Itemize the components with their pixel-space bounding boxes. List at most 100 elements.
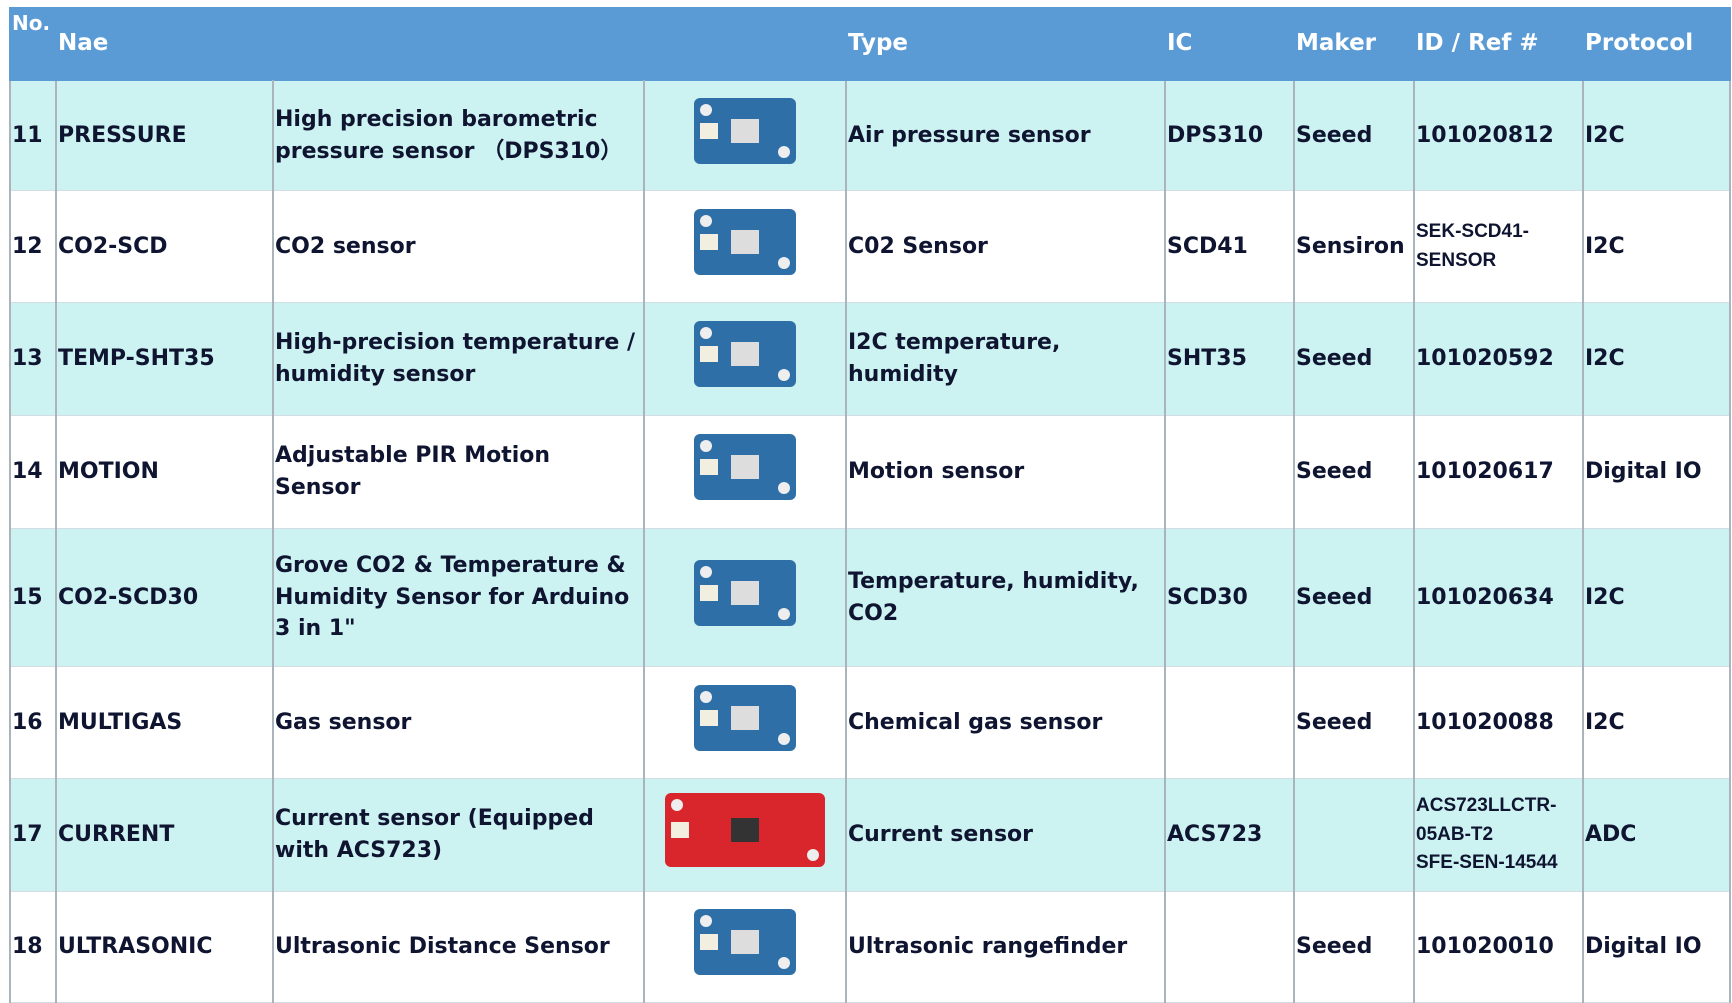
- cell-type: I2C temperature, humidity: [846, 303, 1165, 416]
- cell-protocol: I2C: [1583, 529, 1730, 667]
- cell-type: Motion sensor: [846, 416, 1165, 529]
- cell-protocol: I2C: [1583, 667, 1730, 779]
- cell-description: High-precision temperature / humidity se…: [273, 303, 644, 416]
- cell-description: Current sensor (Equipped with ACS723): [273, 779, 644, 892]
- cell-name: TEMP-SHT35: [56, 303, 273, 416]
- cell-no: 17: [10, 779, 56, 892]
- id-text: ACS723LLCTR-05AB-T2: [1416, 792, 1581, 849]
- id-text: 101020010: [1416, 931, 1581, 963]
- header-cell: Protocol: [1583, 7, 1730, 81]
- page: No. Nae Type IC Maker ID / Ref # Protoco…: [0, 0, 1732, 993]
- cell-image: [644, 892, 846, 1003]
- header-cell: Maker: [1294, 7, 1414, 81]
- cell-description: Grove CO2 & Temperature & Humidity Senso…: [273, 529, 644, 667]
- header-cell: ID / Ref #: [1414, 7, 1583, 81]
- id-text: 101020812: [1416, 120, 1581, 152]
- cell-ic: [1165, 416, 1294, 529]
- id-text: SEK-SCD41-SENSOR: [1416, 218, 1581, 275]
- cell-no: 18: [10, 892, 56, 1003]
- sensor-image: [690, 428, 800, 506]
- cell-ic: SHT35: [1165, 303, 1294, 416]
- cell-ic: SCD41: [1165, 191, 1294, 303]
- cell-image: [644, 529, 846, 667]
- cell-ic: [1165, 892, 1294, 1003]
- cell-maker: Seeed: [1294, 667, 1414, 779]
- cell-name: ULTRASONIC: [56, 892, 273, 1003]
- id-text: 101020592: [1416, 343, 1581, 375]
- cell-type: Air pressure sensor: [846, 81, 1165, 191]
- cell-id: 101020634: [1414, 529, 1583, 667]
- cell-id: 101020812: [1414, 81, 1583, 191]
- sensor-image: [690, 554, 800, 632]
- cell-image: [644, 81, 846, 191]
- cell-name: CURRENT: [56, 779, 273, 892]
- cell-name: PRESSURE: [56, 81, 273, 191]
- id-text: 101020617: [1416, 456, 1581, 488]
- cell-protocol: I2C: [1583, 303, 1730, 416]
- cell-no: 12: [10, 191, 56, 303]
- header-cell: Type: [846, 7, 1165, 81]
- sensor-table: No. Nae Type IC Maker ID / Ref # Protoco…: [9, 7, 1731, 1003]
- cell-id: SEK-SCD41-SENSOR: [1414, 191, 1583, 303]
- id-text: 101020088: [1416, 707, 1581, 739]
- cell-image: [644, 191, 846, 303]
- sensor-image: [690, 903, 800, 981]
- cell-no: 11: [10, 81, 56, 191]
- cell-protocol: I2C: [1583, 191, 1730, 303]
- cell-maker: Seeed: [1294, 416, 1414, 529]
- cell-ic: ACS723: [1165, 779, 1294, 892]
- sensor-image: [690, 92, 800, 170]
- cell-description: Adjustable PIR Motion Sensor: [273, 416, 644, 529]
- cell-no: 14: [10, 416, 56, 529]
- cell-type: C02 Sensor: [846, 191, 1165, 303]
- cell-type: Ultrasonic rangefinder: [846, 892, 1165, 1003]
- cell-no: 13: [10, 303, 56, 416]
- cell-description: Ultrasonic Distance Sensor: [273, 892, 644, 1003]
- cell-ic: [1165, 667, 1294, 779]
- cell-protocol: Digital IO: [1583, 416, 1730, 529]
- cell-maker: [1294, 779, 1414, 892]
- sensor-image: [690, 203, 800, 281]
- header-row: No. Nae Type IC Maker ID / Ref # Protoco…: [10, 7, 1730, 81]
- cell-protocol: I2C: [1583, 81, 1730, 191]
- id-text: SFE-SEN-14544: [1416, 849, 1581, 878]
- cell-image: [644, 667, 846, 779]
- cell-type: Current sensor: [846, 779, 1165, 892]
- cell-name: MULTIGAS: [56, 667, 273, 779]
- cell-name: CO2-SCD: [56, 191, 273, 303]
- header-cell: Nae: [56, 7, 846, 81]
- header-cell: IC: [1165, 7, 1294, 81]
- cell-type: Chemical gas sensor: [846, 667, 1165, 779]
- cell-maker: Seeed: [1294, 892, 1414, 1003]
- cell-description: Gas sensor: [273, 667, 644, 779]
- cell-type: Temperature, humidity, CO2: [846, 529, 1165, 667]
- cell-id: 101020592: [1414, 303, 1583, 416]
- cell-id: 101020617: [1414, 416, 1583, 529]
- cell-name: CO2-SCD30: [56, 529, 273, 667]
- cell-description: High precision barometric pressure senso…: [273, 81, 644, 191]
- cell-maker: Seeed: [1294, 81, 1414, 191]
- cell-image: [644, 303, 846, 416]
- cell-no: 16: [10, 667, 56, 779]
- sensor-image: [690, 315, 800, 393]
- cell-protocol: ADC: [1583, 779, 1730, 892]
- cell-id: 101020088: [1414, 667, 1583, 779]
- cell-image: [644, 779, 846, 892]
- cell-maker: Sensiron: [1294, 191, 1414, 303]
- cell-image: [644, 416, 846, 529]
- cell-maker: Seeed: [1294, 529, 1414, 667]
- id-text: 101020634: [1416, 582, 1581, 614]
- cell-id: 101020010: [1414, 892, 1583, 1003]
- header-cell: No.: [10, 7, 56, 81]
- sensor-image: [690, 679, 800, 757]
